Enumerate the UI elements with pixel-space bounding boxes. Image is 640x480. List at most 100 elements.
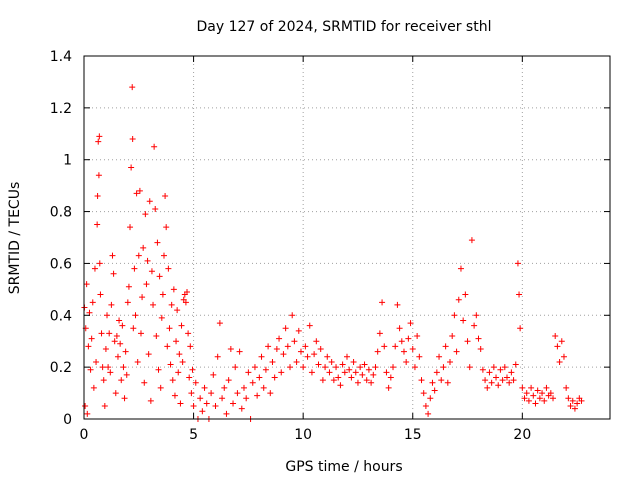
data-point	[510, 377, 517, 384]
data-point	[236, 348, 243, 355]
data-point	[344, 353, 350, 360]
data-point	[324, 353, 331, 360]
data-point	[550, 395, 557, 402]
data-point	[372, 364, 379, 371]
data-point	[416, 353, 423, 360]
data-point	[315, 361, 322, 368]
data-point	[96, 133, 103, 140]
data-point	[383, 369, 390, 376]
data-point	[361, 361, 368, 368]
data-point	[160, 252, 167, 259]
data-point	[539, 390, 546, 397]
data-point	[525, 397, 532, 404]
data-point	[232, 364, 239, 371]
data-point	[125, 283, 132, 290]
data-point	[363, 377, 370, 384]
data-point	[333, 364, 340, 371]
data-point	[512, 361, 519, 368]
data-point	[105, 364, 112, 371]
data-point	[558, 338, 565, 345]
data-point	[517, 325, 524, 332]
data-point	[177, 400, 184, 407]
data-point	[497, 366, 504, 373]
data-point	[519, 384, 526, 391]
data-point	[278, 369, 285, 376]
data-point	[293, 358, 300, 365]
data-point	[156, 273, 163, 280]
data-point	[556, 358, 563, 365]
data-point	[479, 366, 486, 373]
x-tick-label: 0	[80, 427, 89, 443]
data-point	[269, 358, 276, 365]
data-point	[464, 338, 471, 345]
data-point	[516, 291, 523, 298]
data-point	[365, 366, 372, 373]
data-point	[117, 340, 124, 347]
data-point	[186, 374, 193, 381]
data-point	[536, 395, 543, 402]
data-point	[392, 343, 399, 350]
data-point	[532, 400, 539, 407]
data-point	[466, 364, 473, 371]
data-point	[227, 345, 234, 352]
data-point	[565, 395, 572, 402]
data-point	[484, 384, 491, 391]
plot-frame	[83, 55, 611, 420]
data-point	[123, 371, 130, 378]
y-axis-label: SRMTID / TECUs	[7, 182, 23, 295]
data-point	[560, 353, 567, 360]
data-point	[109, 252, 116, 259]
data-point	[280, 351, 287, 358]
data-point	[354, 379, 361, 386]
data-point	[460, 317, 467, 324]
data-point	[99, 364, 106, 371]
data-point	[214, 353, 221, 360]
data-point	[486, 369, 493, 376]
data-point	[219, 395, 226, 402]
y-tick-label: 0.2	[50, 360, 72, 376]
data-point	[471, 322, 478, 329]
data-point	[521, 395, 528, 402]
data-point	[554, 343, 561, 350]
data-point	[462, 291, 469, 298]
data-point	[88, 335, 95, 342]
data-point	[185, 330, 192, 337]
data-point	[189, 366, 196, 373]
data-point	[493, 374, 500, 381]
data-point	[499, 377, 506, 384]
data-point	[295, 327, 302, 334]
data-point	[158, 314, 165, 321]
data-point	[287, 364, 294, 371]
data-point	[113, 333, 120, 340]
data-point	[95, 172, 102, 179]
data-point	[276, 335, 283, 342]
data-point	[86, 309, 93, 316]
data-point	[425, 410, 432, 417]
data-point	[118, 377, 125, 384]
data-point	[201, 384, 208, 391]
data-point	[341, 369, 348, 376]
data-point	[503, 374, 510, 381]
x-axis-label: GPS time / hours	[285, 459, 402, 475]
data-point	[187, 343, 194, 350]
data-point	[337, 382, 344, 389]
data-point	[203, 400, 210, 407]
data-point	[431, 387, 438, 394]
data-point	[322, 364, 329, 371]
data-point	[166, 325, 173, 332]
data-point	[411, 364, 418, 371]
data-point	[482, 377, 489, 384]
data-point	[197, 395, 204, 402]
data-point	[210, 371, 217, 378]
data-point	[530, 392, 537, 399]
data-point	[184, 288, 191, 295]
data-point	[569, 397, 576, 404]
data-point	[167, 361, 174, 368]
data-point	[129, 84, 136, 91]
data-point	[137, 330, 144, 337]
data-point	[142, 211, 149, 218]
data-point	[182, 299, 189, 306]
data-point	[291, 338, 298, 345]
data-point	[151, 143, 158, 150]
